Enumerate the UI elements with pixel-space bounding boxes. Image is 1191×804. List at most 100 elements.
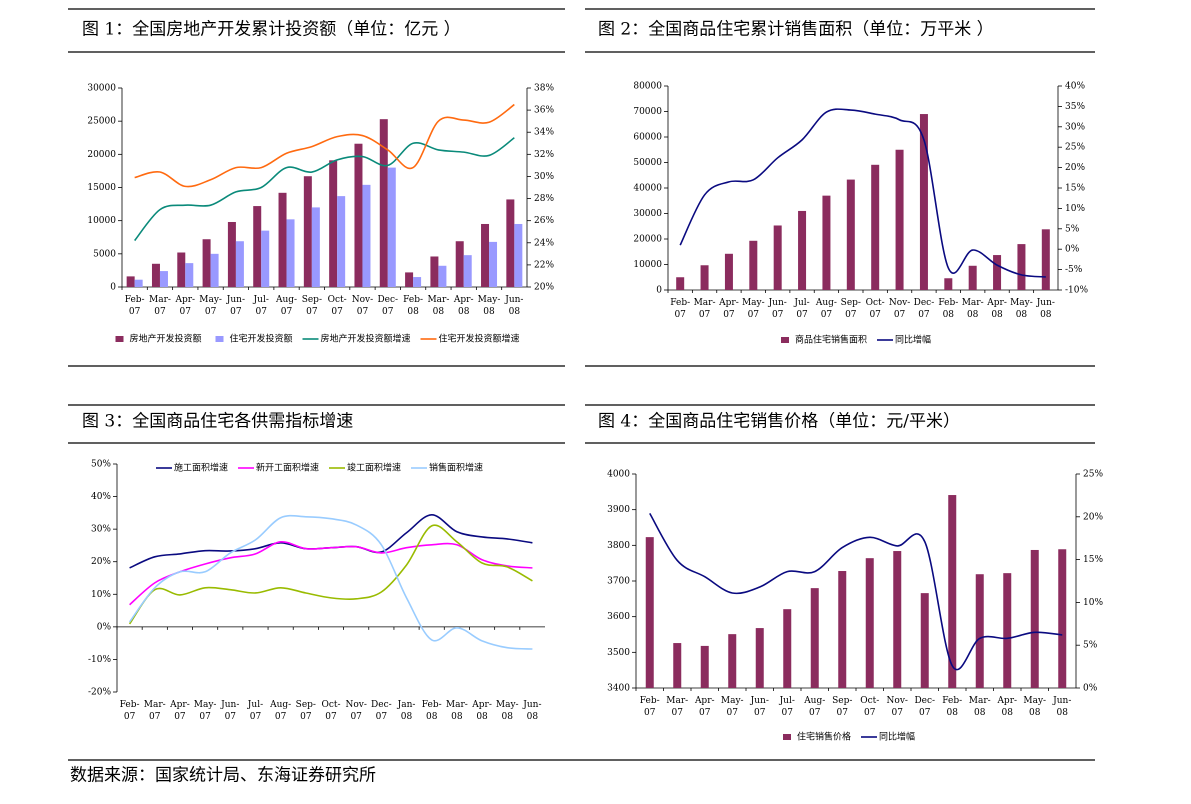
- x-tick-label: Nov- 07: [889, 298, 910, 320]
- bar: [728, 634, 737, 688]
- x-tick-label-part: Sep-: [832, 696, 852, 706]
- x-tick-label: Nov- 07: [887, 696, 908, 718]
- x-tick-label: Mar- 07: [666, 696, 688, 718]
- x-tick-label-part: Apr-: [694, 696, 715, 706]
- y2-tick-label: 0%: [1065, 245, 1080, 255]
- y-tick-label: 3500: [607, 648, 630, 658]
- x-tick-label-part: Aug-: [275, 295, 297, 305]
- y2-tick-label: 5%: [1065, 224, 1080, 234]
- x-tick-label: Jun- 07: [226, 295, 245, 317]
- bar: [362, 184, 371, 287]
- x-tick-label: Sep- 07: [296, 700, 316, 722]
- y2-tick-label: 22%: [534, 260, 554, 270]
- x-tick-label-part: 07: [199, 712, 211, 722]
- x-tick-label-part: Mar-: [666, 696, 688, 706]
- y2-tick-label: 24%: [534, 238, 554, 248]
- x-tick-label-part: 07: [149, 712, 161, 722]
- x-tick-label-part: Nov-: [889, 298, 910, 308]
- x-tick-label-part: Jun-: [750, 696, 769, 706]
- bar: [919, 114, 928, 290]
- x-tick-label: Feb- 08: [403, 295, 423, 317]
- x-tick-label-part: Nov-: [887, 696, 908, 706]
- legend-label: 住宅销售价格: [797, 731, 851, 743]
- x-tick-label-part: 07: [837, 708, 849, 718]
- bar: [202, 239, 211, 287]
- x-tick-label-part: Feb-: [670, 298, 690, 308]
- x-tick-label-part: Apr-: [996, 696, 1017, 706]
- y2-tick-label: 5%: [1083, 641, 1098, 651]
- bar: [311, 207, 320, 287]
- x-tick-label: Dec- 07: [377, 295, 398, 317]
- y2-tick-label: 30%: [534, 172, 554, 182]
- x-tick-label-part: Sep-: [296, 700, 316, 710]
- x-tick-label: Apr- 07: [169, 700, 190, 722]
- x-tick-label: Feb- 07: [120, 700, 140, 722]
- x-tick-label-part: 07: [357, 307, 369, 317]
- x-tick-label-part: May-: [478, 295, 501, 305]
- bar: [235, 241, 244, 287]
- x-tick-label: Feb- 07: [670, 298, 690, 320]
- x-tick-label-part: 07: [644, 708, 656, 718]
- line: [679, 108, 1046, 278]
- y-tick-label: 3400: [607, 684, 630, 694]
- bar: [126, 276, 135, 287]
- y-tick-label: 25000: [87, 117, 116, 127]
- y2-tick-label: -10%: [1065, 286, 1088, 296]
- bar: [185, 263, 194, 287]
- x-tick-label: Mar- 07: [149, 295, 171, 317]
- x-tick-label-part: Jul-: [253, 295, 269, 305]
- x-tick-label: Aug- 07: [803, 696, 825, 718]
- legend-swatch: [215, 336, 224, 342]
- x-tick-label: Jul- 07: [793, 298, 809, 320]
- x-tick-label: Feb- 08: [938, 298, 958, 320]
- bar: [430, 256, 439, 287]
- x-tick-label-part: 08: [451, 712, 463, 722]
- y-tick-label: 30%: [91, 525, 111, 535]
- line: [134, 103, 515, 188]
- y-tick-label: -20%: [88, 688, 111, 698]
- legend-label: 新开工面积增速: [256, 462, 319, 474]
- x-tick-label: Sep- 07: [302, 295, 322, 317]
- x-tick-label-part: Apr-: [471, 700, 492, 710]
- bar: [1030, 549, 1039, 688]
- x-tick-label: Oct- 07: [866, 298, 885, 320]
- x-tick-label-part: 07: [672, 708, 684, 718]
- x-tick-label-part: Apr-: [169, 700, 190, 710]
- bar: [645, 537, 654, 688]
- y2-tick-label: 20%: [1083, 512, 1103, 522]
- x-tick-label-part: Mar-: [149, 295, 171, 305]
- y-tick-label: 3600: [607, 612, 630, 622]
- x-tick-label-part: 07: [674, 310, 686, 320]
- x-tick-label: Jan- 08: [397, 700, 416, 722]
- x-tick-label: Aug- 07: [275, 295, 297, 317]
- x-tick-label: Jun- 08: [1036, 298, 1055, 320]
- x-tick-label-part: Feb-: [403, 295, 423, 305]
- bar: [822, 195, 831, 290]
- x-tick-label-part: 08: [458, 307, 470, 317]
- bar: [1017, 244, 1026, 290]
- x-tick-label-part: Feb-: [938, 298, 958, 308]
- x-tick-label-part: 08: [426, 712, 438, 722]
- bar: [303, 176, 312, 287]
- y2-tick-label: 32%: [534, 150, 554, 160]
- x-tick-label-part: 07: [300, 712, 312, 722]
- x-tick-label: Jun- 07: [750, 696, 769, 718]
- x-tick-label-part: 07: [325, 712, 337, 722]
- x-tick-label-part: 07: [894, 310, 906, 320]
- bar: [405, 272, 414, 287]
- x-tick-label-part: Nov-: [352, 295, 373, 305]
- bar: [134, 279, 143, 287]
- bar: [481, 223, 490, 287]
- x-tick-label-part: Apr-: [986, 298, 1007, 308]
- bar: [387, 167, 396, 287]
- y2-tick-label: 25%: [1083, 470, 1103, 480]
- x-tick-label: May- 07: [742, 298, 765, 320]
- x-tick-label: Jun- 08: [522, 700, 541, 722]
- x-tick-label-part: 07: [225, 712, 237, 722]
- x-tick-label: Jul- 07: [247, 700, 263, 722]
- y-tick-label: 3800: [607, 541, 630, 551]
- y2-tick-label: 38%: [534, 84, 554, 94]
- x-tick-label-part: Aug-: [269, 700, 291, 710]
- x-tick-label: Dec- 07: [914, 696, 935, 718]
- x-tick-label-part: 07: [796, 310, 808, 320]
